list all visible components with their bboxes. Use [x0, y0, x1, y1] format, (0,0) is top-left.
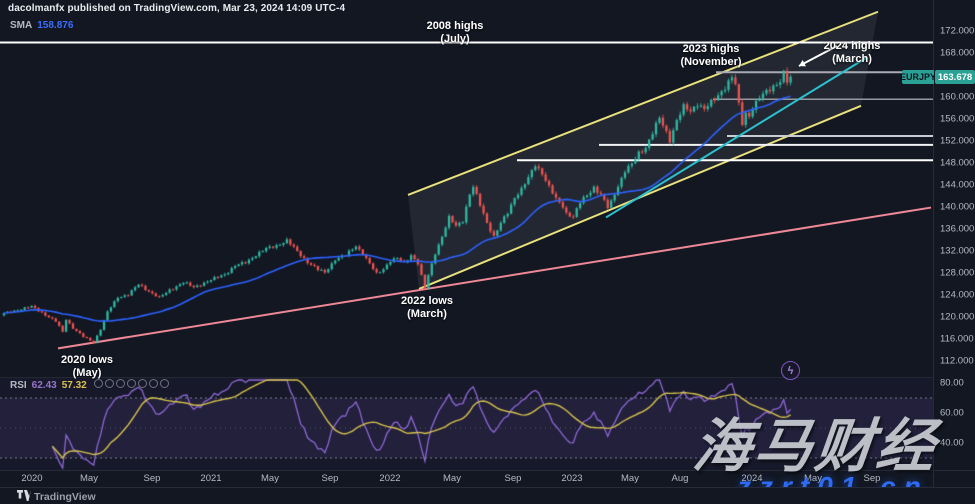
time-tick-12-2024: 2024 — [741, 473, 763, 484]
price-label-128.000: 128.000 — [940, 267, 975, 279]
annotation-2008-highs[interactable]: 2008 highs (July) — [427, 20, 484, 45]
annotation-2008-highs-line1: 2008 highs — [426, 20, 484, 32]
price-label-124.000: 124.000 — [940, 289, 975, 301]
price-label-156.000: 156.000 — [940, 113, 975, 125]
time-tick-10-May: May — [621, 473, 639, 484]
time-axis-border — [0, 470, 975, 471]
price-label-160.000: 160.000 — [940, 91, 975, 103]
sma-legend-value: 158.876 — [37, 20, 74, 31]
time-tick-8-Sep: Sep — [504, 473, 522, 484]
time-tick-6-2022: 2022 — [379, 473, 401, 484]
sma-legend-label: SMA — [10, 20, 33, 31]
price-label-168.000: 168.000 — [940, 47, 975, 59]
rsi-placeholder-circle — [148, 379, 158, 388]
rsi-value: 62.43 — [31, 379, 57, 391]
last-price-tag: 163.678 — [935, 70, 975, 84]
time-tick-14-Sep: Sep — [863, 473, 881, 484]
price-label-152.000: 152.000 — [940, 135, 975, 147]
price-label-120.000: 120.000 — [940, 311, 975, 323]
rsi-indicator-legend[interactable]: RSI 62.43 57.32 — [10, 379, 169, 391]
rsi-placeholder-circle — [126, 379, 136, 388]
annotation-2022-lows-line1: 2022 lows — [401, 295, 453, 307]
time-tick-2-Sep: Sep — [143, 473, 161, 484]
annotation-2020-lows[interactable]: 2020 lows (May) — [61, 354, 113, 379]
publish-attribution-text: dacolmanfx published on TradingView.com,… — [8, 3, 346, 14]
arrow-2024-high-shaft[interactable] — [798, 45, 838, 67]
arrow-2024-high-head[interactable] — [799, 60, 806, 67]
annotation-2023-highs[interactable]: 2023 highs (November) — [680, 43, 741, 68]
time-tick-3-2021: 2021 — [200, 473, 222, 484]
time-tick-5-Sep: Sep — [321, 473, 339, 484]
price-label-136.000: 136.000 — [940, 223, 975, 235]
rsi-placeholder-circle — [137, 379, 147, 388]
annotation-2023-highs-line2: (November) — [680, 55, 742, 68]
time-tick-11-Aug: Aug — [671, 473, 689, 484]
time-tick-9-2023: 2023 — [561, 473, 583, 484]
annotation-2020-lows-line1: 2020 lows — [61, 354, 113, 366]
rsi-placeholder-circle — [115, 379, 125, 388]
rsi-label-80.00: 80.00 — [940, 377, 964, 389]
time-tick-0-2020: 2020 — [21, 473, 43, 484]
tradingview-logo-icon[interactable] — [17, 490, 31, 501]
footer-bar: TradingView — [0, 487, 975, 504]
price-label-112.000: 112.000 — [940, 355, 974, 367]
rsi-legend-label: RSI — [10, 379, 27, 391]
symbol-tag: EURJPY — [900, 70, 937, 84]
annotation-2024-highs-line1: 2024 highs — [823, 40, 881, 52]
rsi-label-40.00: 40.00 — [940, 437, 964, 449]
time-tick-4-May: May — [261, 473, 279, 484]
annotation-2008-highs-line2: (July) — [440, 32, 470, 45]
time-tick-13-May: May — [804, 473, 822, 484]
price-label-144.000: 144.000 — [940, 179, 975, 191]
rsi-extra-value-placeholders — [92, 379, 169, 391]
annotation-2024-highs-line2: (March) — [832, 52, 872, 65]
rsi-placeholder-circle — [104, 379, 114, 388]
annotation-2024-highs[interactable]: 2024 highs (March) — [824, 40, 881, 65]
annotation-2023-highs-line1: 2023 highs — [682, 43, 740, 55]
sma-indicator-legend[interactable]: SMA 158.876 — [10, 20, 73, 31]
annotation-2022-lows-line2: (March) — [407, 307, 447, 320]
pane-divider[interactable] — [0, 377, 933, 378]
boost-lightning-icon[interactable]: ϟ — [781, 361, 800, 380]
trendline-2023-support[interactable] — [605, 56, 868, 219]
tradingview-brand-label[interactable]: TradingView — [34, 490, 96, 503]
price-label-132.000: 132.000 — [940, 245, 975, 257]
annotation-2020-lows-line2: (May) — [72, 366, 102, 379]
time-tick-1-May: May — [80, 473, 98, 484]
price-label-116.000: 116.000 — [940, 333, 974, 345]
price-label-140.000: 140.000 — [940, 201, 975, 213]
rsi-placeholder-circle — [93, 379, 103, 388]
price-label-148.000: 148.000 — [940, 157, 975, 169]
annotation-2022-lows[interactable]: 2022 lows (March) — [401, 295, 453, 320]
price-label-172.000: 172.000 — [940, 25, 975, 37]
rsi-ma-value: 57.32 — [61, 379, 87, 391]
rsi-placeholder-circle — [159, 379, 169, 388]
time-tick-7-May: May — [443, 473, 461, 484]
price-axis-border — [933, 0, 934, 487]
rsi-label-60.00: 60.00 — [940, 407, 964, 419]
